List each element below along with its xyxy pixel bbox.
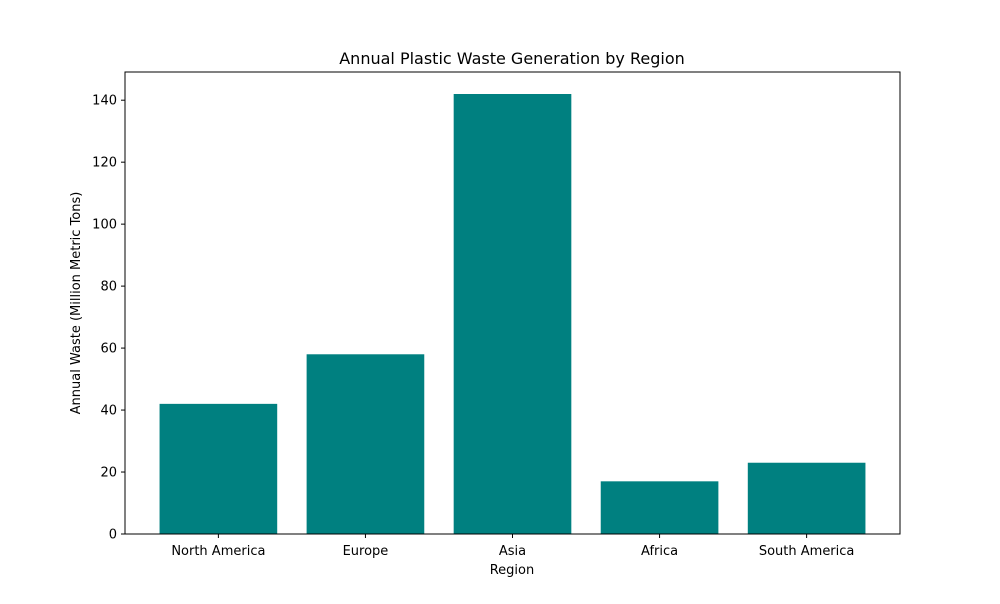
x-axis-ticks: North America Europe Asia Africa South Ameri… bbox=[171, 534, 854, 559]
bar-asia bbox=[453, 94, 572, 534]
y-tick-label: 40 bbox=[100, 404, 117, 419]
chart-title: Annual Plastic Waste Generation by Regio… bbox=[339, 49, 685, 68]
bars-group bbox=[159, 94, 866, 534]
plot-frame bbox=[124, 71, 901, 535]
x-axis-label: Region bbox=[490, 563, 535, 578]
bar-africa bbox=[600, 481, 719, 534]
bar-north-america bbox=[159, 403, 278, 534]
y-tick-label: 140 bbox=[92, 94, 117, 109]
y-tick-label: 100 bbox=[92, 218, 117, 233]
y-tick-label: 20 bbox=[100, 466, 117, 481]
y-tick-label: 80 bbox=[100, 280, 117, 295]
x-tick-label: Africa bbox=[641, 544, 678, 559]
y-tick-label: 0 bbox=[109, 528, 117, 543]
y-tick-label: 60 bbox=[100, 342, 117, 357]
y-axis-ticks: 0 20 40 60 80 100 120 140 bbox=[92, 94, 125, 543]
bar-south-america bbox=[747, 462, 866, 534]
bar-europe bbox=[306, 354, 425, 534]
y-tick-label: 120 bbox=[92, 156, 117, 171]
y-axis-label: Annual Waste (Million Metric Tons) bbox=[69, 192, 84, 415]
x-tick-label: South America bbox=[759, 544, 855, 559]
x-tick-label: Asia bbox=[499, 544, 526, 559]
x-tick-label: Europe bbox=[343, 544, 389, 559]
x-tick-label: North America bbox=[171, 544, 265, 559]
